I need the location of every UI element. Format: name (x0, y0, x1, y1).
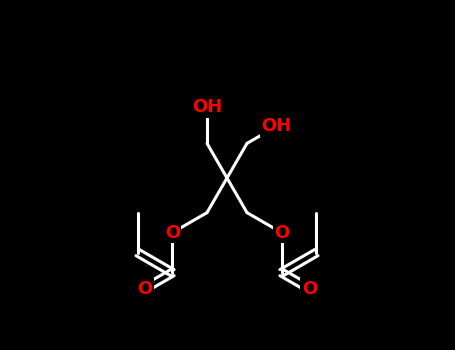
Text: OH: OH (261, 117, 292, 135)
Text: O: O (302, 280, 317, 298)
Text: O: O (274, 224, 289, 241)
Text: O: O (165, 224, 180, 241)
Text: O: O (137, 280, 152, 298)
Text: OH: OH (192, 98, 222, 116)
